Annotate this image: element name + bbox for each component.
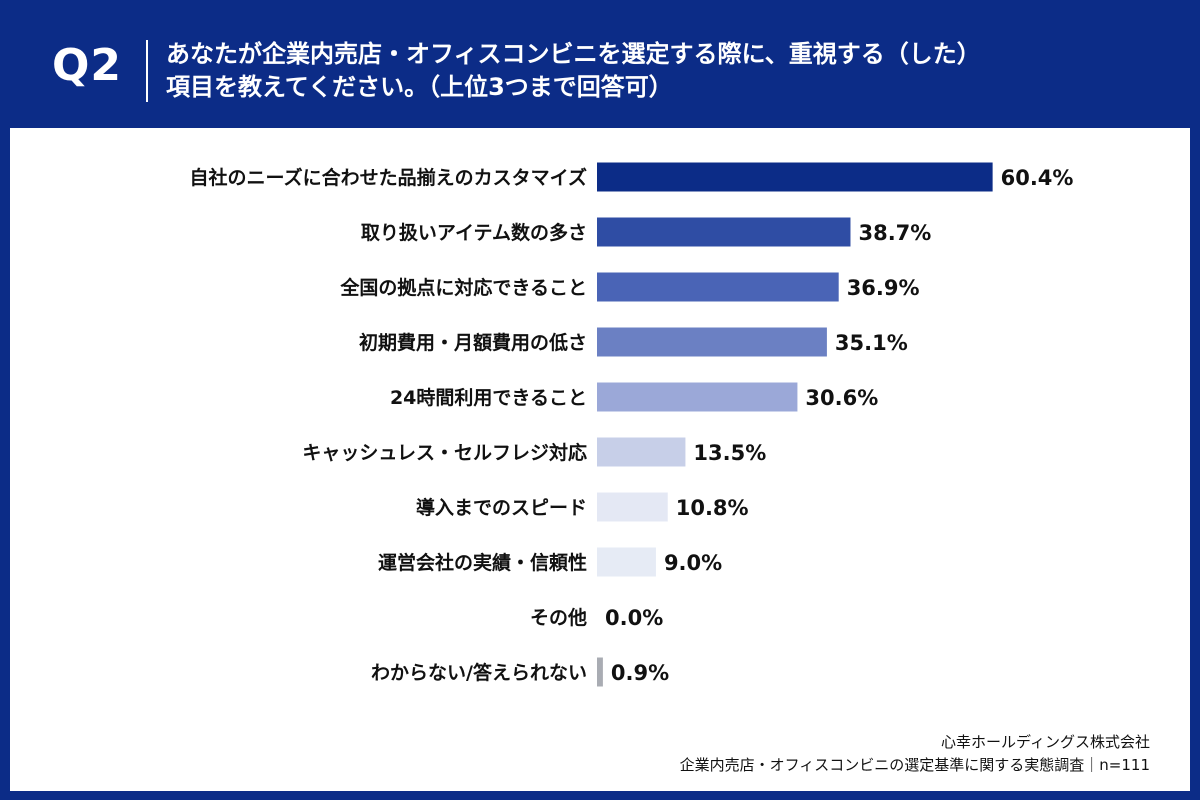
bar (597, 382, 798, 412)
category-label: 全国の拠点に対応できること (339, 276, 587, 299)
value-label: 0.0% (605, 606, 663, 630)
category-label: その他 (530, 606, 587, 629)
value-label: 13.5% (693, 441, 766, 465)
question-line-1: あなたが企業内売店・オフィスコンビニを選定する際に、重視する（した） (166, 40, 981, 68)
value-label: 60.4% (1001, 166, 1074, 190)
category-label: 自社のニーズに合わせた品揃えのカスタマイズ (190, 166, 587, 189)
bar (597, 437, 686, 467)
bar (597, 217, 851, 247)
source-footer: 心幸ホールディングス株式会社 企業内売店・オフィスコンビニの選定基準に関する実態… (680, 731, 1150, 777)
category-label: 導入までのスピード (416, 496, 587, 519)
value-label: 36.9% (847, 276, 920, 300)
source-survey: 企業内売店・オフィスコンビニの選定基準に関する実態調査｜n=111 (679, 756, 1150, 774)
bar-chart: 自社のニーズに合わせた品揃えのカスタマイズ 60.4% 取り扱いアイテム数の多さ 38… (190, 162, 1074, 687)
question-text: あなたが企業内売店・オフィスコンビニを選定する際に、重視する（した） 項目を教え… (166, 38, 1166, 104)
category-label: 24時間利用できること (390, 387, 587, 409)
category-label: わからない/答えられない (371, 661, 587, 684)
bar (597, 547, 656, 577)
bar (597, 327, 827, 357)
source-company: 心幸ホールディングス株式会社 (941, 733, 1150, 751)
question-number: Q2 (52, 40, 123, 91)
category-label: 初期費用・月額費用の低さ (359, 331, 587, 354)
bar (597, 272, 839, 302)
category-label: 取り扱いアイテム数の多さ (361, 221, 587, 244)
chart-panel: 自社のニーズに合わせた品揃えのカスタマイズ 60.4% 取り扱いアイテム数の多さ 38… (10, 128, 1190, 791)
question-line-2: 項目を教えてください。（上位3つまで回答可） (166, 73, 673, 101)
value-label: 38.7% (858, 221, 931, 245)
bar (597, 657, 603, 687)
question-header: Q2 あなたが企業内売店・オフィスコンビニを選定する際に、重視する（した） 項目… (0, 0, 1200, 128)
category-label: キャッシュレス・セルフレジ対応 (302, 441, 587, 464)
category-label: 運営会社の実績・信頼性 (378, 551, 587, 574)
value-label: 30.6% (805, 386, 878, 410)
value-label: 35.1% (835, 331, 908, 355)
value-label: 0.9% (611, 661, 669, 685)
bar (597, 162, 993, 192)
bar (597, 492, 668, 522)
header-divider (146, 40, 148, 102)
value-label: 10.8% (676, 496, 749, 520)
value-label: 9.0% (664, 551, 722, 575)
